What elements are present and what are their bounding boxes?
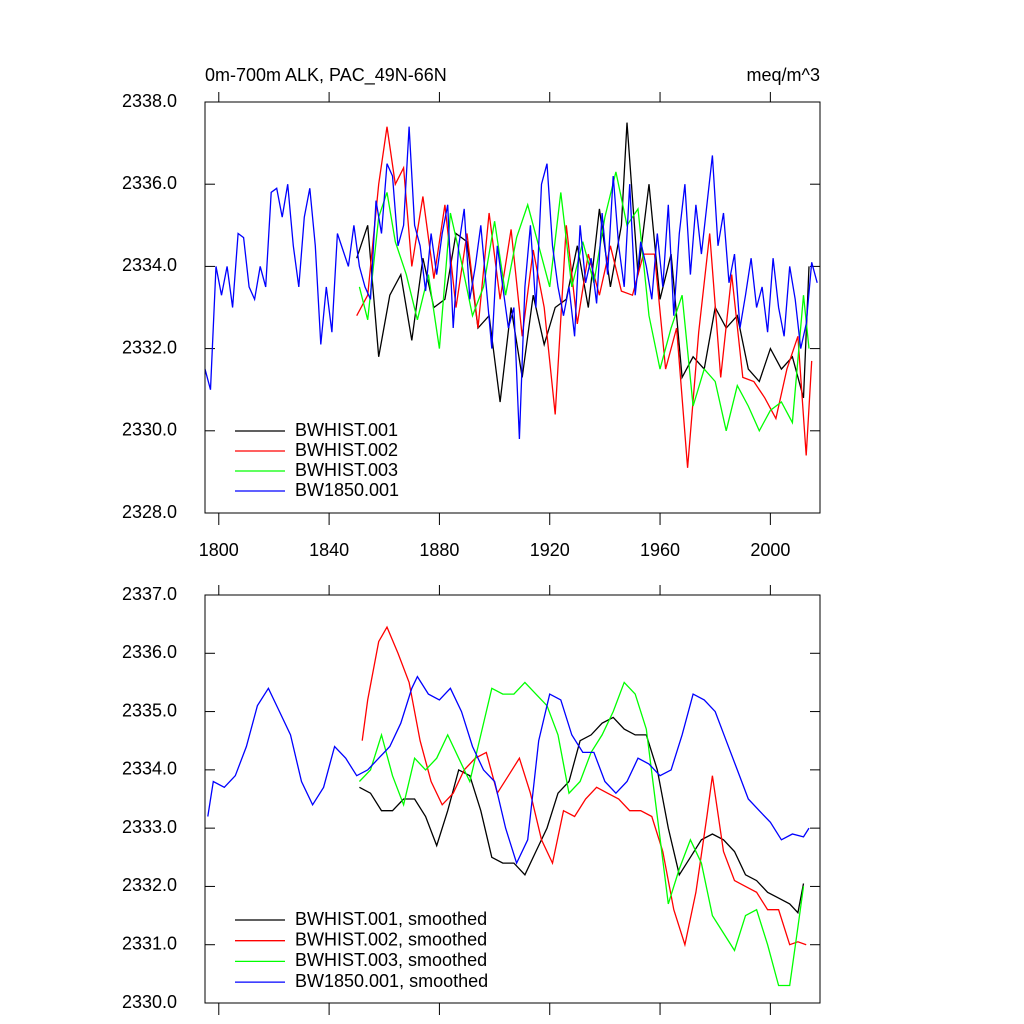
units-label: meq/m^3	[747, 65, 820, 85]
y-tick-label: 2337.0	[122, 584, 177, 604]
legend-label: BWHIST.001	[295, 420, 398, 440]
legend-label: BW1850.001, smoothed	[295, 971, 488, 991]
y-tick-label: 2330.0	[122, 420, 177, 440]
series-line	[358, 681, 805, 987]
y-tick-label: 2330.0	[122, 992, 177, 1012]
legend-label: BWHIST.003, smoothed	[295, 950, 487, 970]
chart-title: 0m-700m ALK, PAC_49N-66N	[205, 65, 447, 86]
x-tick-label: 2000	[750, 540, 790, 560]
y-tick-label: 2332.0	[122, 875, 177, 895]
plot-frame	[204, 101, 821, 514]
series-line	[359, 716, 805, 915]
y-tick-label: 2336.0	[122, 642, 177, 662]
legend-label: BWHIST.002, smoothed	[295, 929, 487, 949]
y-tick-label: 2335.0	[122, 700, 177, 720]
legend-label: BWHIST.003	[295, 460, 398, 480]
x-tick-label: 1960	[640, 540, 680, 560]
plot-frame	[204, 594, 821, 1004]
legend-label: BW1850.001	[295, 480, 399, 500]
y-tick-label: 2334.0	[122, 759, 177, 779]
series-line	[204, 126, 818, 440]
y-tick-label: 2338.0	[122, 91, 177, 111]
y-tick-label: 2328.0	[122, 502, 177, 522]
x-tick-label: 1800	[199, 540, 239, 560]
legend-label: BWHIST.001, smoothed	[295, 909, 487, 929]
y-tick-label: 2331.0	[122, 933, 177, 953]
series-line	[358, 171, 810, 433]
legend-label: BWHIST.002	[295, 440, 398, 460]
series-line	[207, 675, 810, 865]
x-tick-label: 1920	[530, 540, 570, 560]
y-tick-label: 2332.0	[122, 337, 177, 357]
series-line	[356, 126, 813, 468]
y-tick-label: 2336.0	[122, 173, 177, 193]
y-tick-label: 2333.0	[122, 817, 177, 837]
x-tick-label: 1840	[309, 540, 349, 560]
y-tick-label: 2334.0	[122, 255, 177, 275]
series-line	[361, 625, 807, 948]
x-tick-label: 1880	[419, 540, 459, 560]
